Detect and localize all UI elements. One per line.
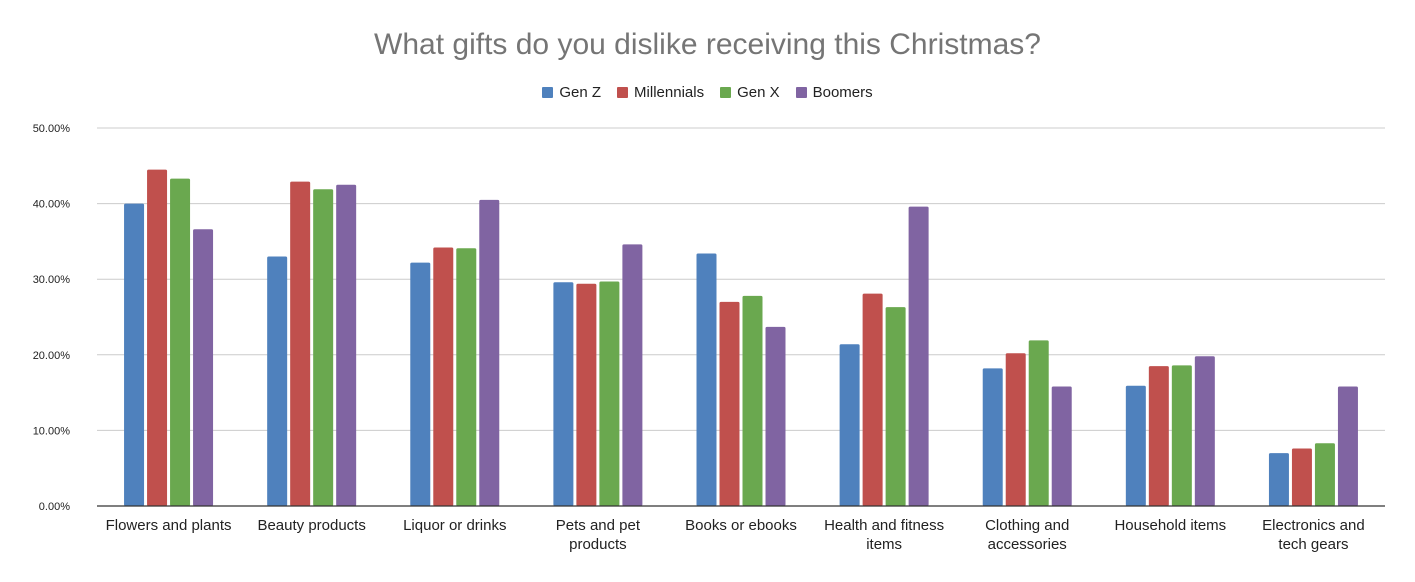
x-tick-label: Books or ebooks [685,517,797,534]
legend-label: Gen X [737,84,780,101]
x-tick-label: Pets and pet products [556,517,641,553]
bar-boomers [1194,356,1215,506]
x-tick-label: Liquor or drinks [403,517,506,534]
bar-gen-x [170,178,191,507]
x-tick-label: Beauty products [257,517,365,534]
y-tick-label: 30.00% [33,274,71,286]
bar-gen-z [982,368,1003,506]
bar-boomers [479,199,500,506]
bar-gen-x [313,189,334,506]
bar-millennials [1291,448,1312,506]
bar-gen-x [599,281,620,506]
bar-millennials [1005,353,1026,506]
bar-boomers [336,184,357,506]
chart-title: What gifts do you dislike receiving this… [374,28,1041,61]
bar-gen-x [1171,365,1192,506]
y-tick-label: 10.00% [33,425,71,437]
bar-gen-x [456,248,477,507]
legend-swatch [542,87,554,98]
bar-gen-z [1268,453,1289,506]
bar-millennials [576,283,597,506]
legend-item: Millennials [617,84,704,101]
bar-millennials [862,293,883,506]
bar-gen-z [1125,385,1146,506]
legend-swatch [720,87,732,98]
x-tick-label: Clothing and accessories [985,517,1069,553]
y-tick-label: 0.00% [39,501,70,513]
legend-item: Boomers [795,84,873,101]
bar-boomers [622,244,643,506]
bar-millennials [290,181,311,506]
bar-gen-x [742,295,763,506]
y-tick-label: 20.00% [33,350,71,362]
legend-label: Boomers [812,84,873,101]
y-tick-label: 50.00% [33,123,71,135]
legend-label: Millennials [634,84,705,101]
x-tick-label: Electronics and tech gears [1262,517,1365,553]
bar-boomers [765,326,786,506]
legend-item: Gen Z [542,84,601,101]
legend-item: Gen X [720,84,780,101]
bar-boomers [193,229,214,506]
bar-gen-x [885,307,906,506]
bar-gen-z [410,262,431,506]
bar-boomers [1337,386,1358,506]
x-tick-label: Health and fitness items [824,517,944,553]
bar-gen-z [696,253,717,506]
bar-boomers [1051,386,1072,506]
x-tick-label: Household items [1114,517,1226,534]
bar-millennials [719,301,740,506]
legend-label: Gen Z [559,84,602,101]
bar-boomers [908,206,929,506]
bar-gen-z [267,256,288,506]
bar-gen-z [124,203,145,506]
bar-gen-x [1028,340,1049,506]
legend: Gen Z Millennials Gen X Boomers [0,84,1415,101]
bar-millennials [1148,366,1169,506]
x-tick-label: Flowers and plants [106,517,232,534]
legend-swatch [795,87,807,98]
bar-gen-z [839,344,860,506]
y-tick-label: 40.00% [33,199,71,211]
legend-swatch [617,87,629,98]
bar-gen-x [1314,443,1335,506]
bar-millennials [433,247,454,506]
bar-gen-z [553,282,574,506]
bar-millennials [147,169,168,506]
